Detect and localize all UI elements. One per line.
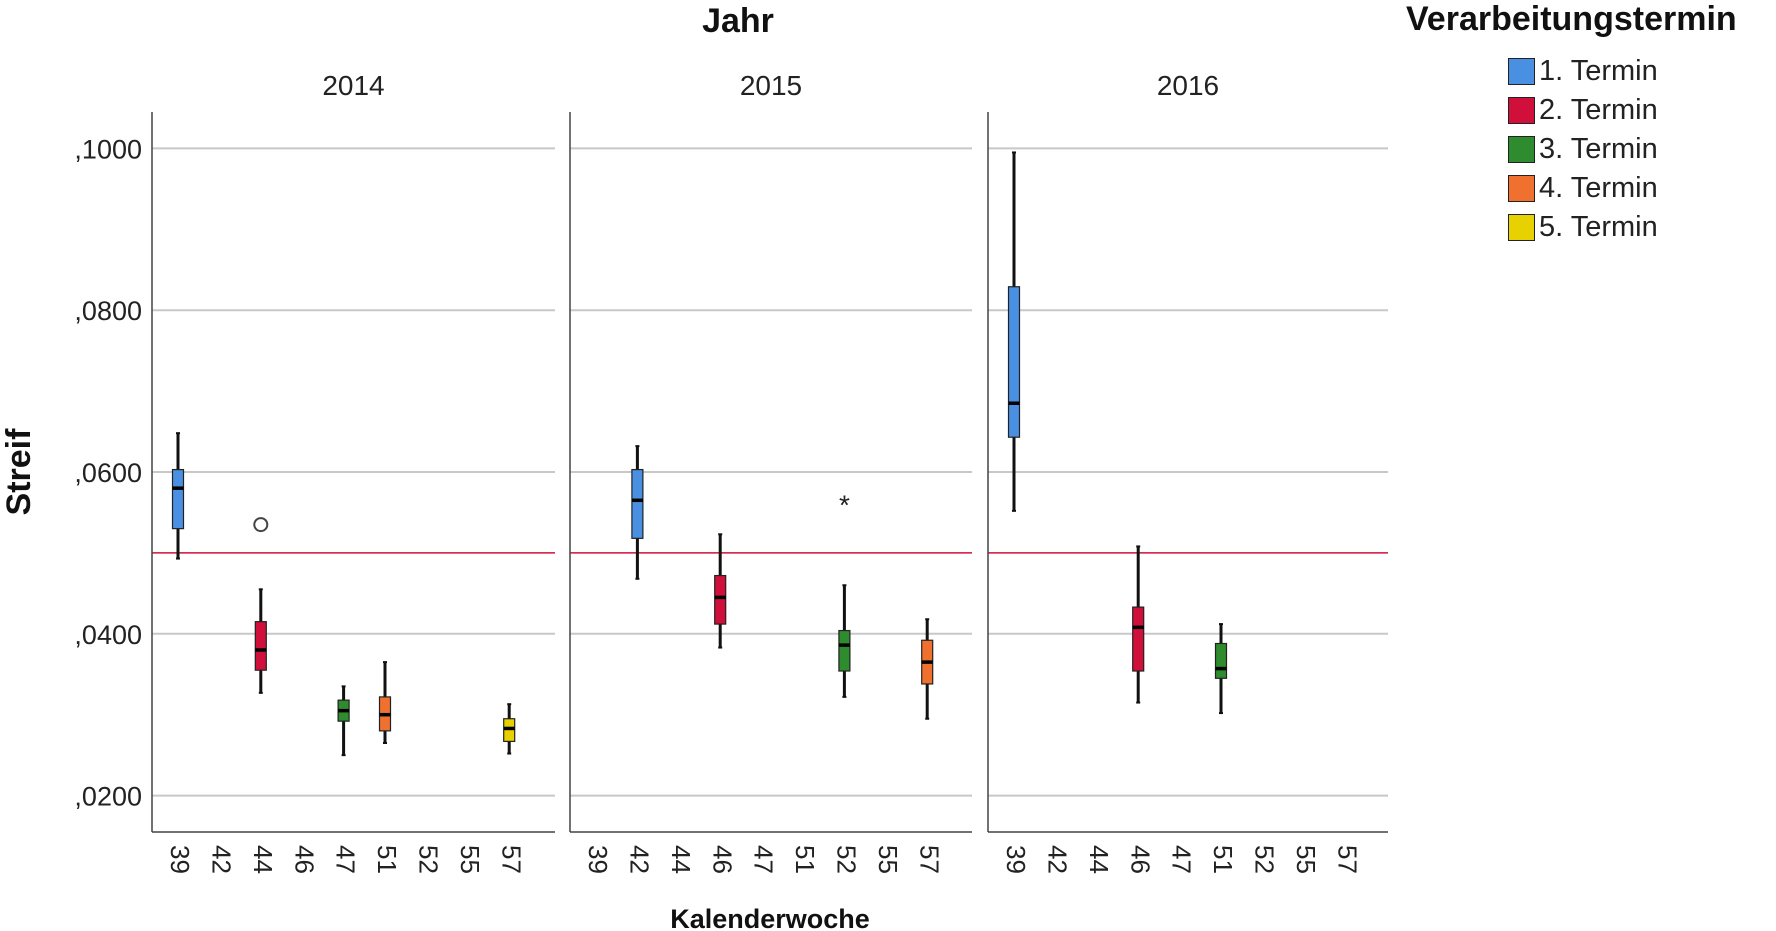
- legend-swatch: [1508, 97, 1535, 124]
- y-tick-label: ,0600: [74, 458, 142, 488]
- x-tick-label: 42: [1043, 845, 1073, 874]
- x-tick-label: 47: [331, 845, 361, 874]
- legend-label: 2. Termin: [1539, 94, 1658, 126]
- legend-item: 1. Termin: [1508, 52, 1658, 91]
- x-tick-label: 55: [1291, 845, 1321, 874]
- y-tick-label: ,0400: [74, 620, 142, 650]
- x-tick-label: 46: [289, 845, 319, 874]
- box: [1132, 606, 1145, 672]
- outlier-point: [253, 517, 269, 533]
- x-tick-label: 42: [625, 845, 655, 874]
- y-axis-label: Streif: [0, 428, 38, 516]
- legend-label: 3. Termin: [1539, 133, 1658, 165]
- x-tick-label: 47: [749, 845, 779, 874]
- panel-header: 2014: [322, 70, 384, 101]
- panel-header: 2016: [1157, 70, 1219, 101]
- x-axis-label: Kalenderwoche: [670, 904, 870, 931]
- x-tick-label: 57: [914, 845, 944, 874]
- x-tick-label: 44: [666, 845, 696, 874]
- legend-label: 5. Termin: [1539, 211, 1658, 243]
- box: [631, 468, 644, 539]
- box: [1007, 286, 1021, 438]
- x-tick-label: 39: [583, 845, 613, 874]
- x-tick-label: 52: [414, 845, 444, 874]
- outlier-point: *: [839, 489, 850, 520]
- x-tick-label: 57: [1332, 845, 1362, 874]
- legend-item: 2. Termin: [1508, 91, 1658, 130]
- legend-item: 3. Termin: [1508, 130, 1658, 169]
- x-tick-label: 55: [455, 845, 485, 874]
- x-tick-label: 44: [248, 845, 278, 874]
- x-tick-label: 51: [1208, 845, 1238, 874]
- x-tick-label: 52: [1250, 845, 1280, 874]
- chart-title: Jahr: [702, 2, 774, 40]
- legend-swatch: [1508, 136, 1535, 163]
- legend-title: Verarbeitungstermin: [1406, 0, 1737, 38]
- legend-swatch: [1508, 58, 1535, 85]
- legend-label: 4. Termin: [1539, 172, 1658, 204]
- x-tick-label: 57: [496, 845, 526, 874]
- x-tick-label: 42: [207, 845, 237, 874]
- x-tick-label: 39: [1001, 845, 1031, 874]
- box: [254, 621, 267, 671]
- panel-header: 2015: [740, 70, 802, 101]
- box: [838, 629, 851, 672]
- legend-item: 4. Termin: [1508, 169, 1658, 208]
- y-tick-label: ,0200: [74, 782, 142, 812]
- x-tick-label: 44: [1084, 845, 1114, 874]
- legend-swatch: [1508, 214, 1535, 241]
- x-tick-label: 39: [165, 845, 195, 874]
- x-tick-label: 52: [832, 845, 862, 874]
- legend: 1. Termin 2. Termin 3. Termin 4. Termin 5. T…: [1508, 52, 1658, 247]
- legend-item: 5. Termin: [1508, 208, 1658, 247]
- x-tick-label: 51: [372, 845, 402, 874]
- x-tick-label: 46: [1125, 845, 1155, 874]
- box: [171, 468, 185, 530]
- x-tick-label: 55: [873, 845, 903, 874]
- y-tick-label: ,1000: [74, 134, 142, 164]
- x-tick-label: 51: [790, 845, 820, 874]
- x-tick-label: 47: [1167, 845, 1197, 874]
- legend-swatch: [1508, 175, 1535, 202]
- y-tick-label: ,0800: [74, 296, 142, 326]
- x-tick-label: 46: [707, 845, 737, 874]
- boxplot-chart: Jahr Streif Kalenderwoche ,0200 ,0400 ,0600 ,0…: [0, 2, 1388, 931]
- box: [714, 574, 727, 625]
- box: [1214, 642, 1228, 679]
- legend-label: 1. Termin: [1539, 55, 1658, 87]
